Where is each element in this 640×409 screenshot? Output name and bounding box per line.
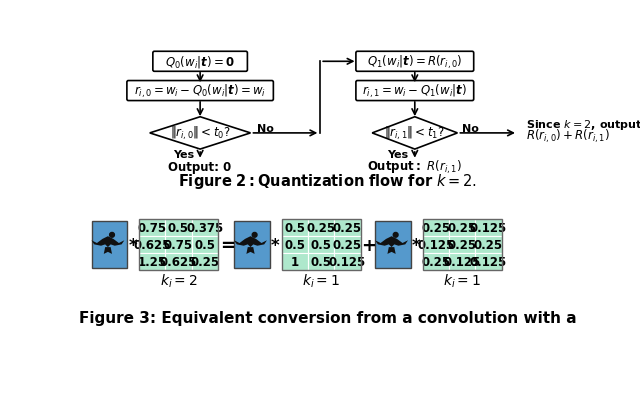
FancyBboxPatch shape [282, 220, 308, 236]
FancyBboxPatch shape [234, 222, 270, 268]
Text: $\|\boldsymbol{r_{i,0}}\| < t_0?$: $\|\boldsymbol{r_{i,0}}\| < t_0?$ [170, 125, 230, 142]
FancyBboxPatch shape [139, 254, 165, 270]
Text: $\boldsymbol{r_{i,0}} = \boldsymbol{w_i} - Q_0(\boldsymbol{w_i}|\boldsymbol{t}) : $\boldsymbol{r_{i,0}} = \boldsymbol{w_i}… [134, 83, 266, 100]
FancyBboxPatch shape [308, 254, 334, 270]
Text: $R(\boldsymbol{r_{i,0}}) + R(\boldsymbol{r_{i,1}})$: $R(\boldsymbol{r_{i,0}}) + R(\boldsymbol… [525, 127, 609, 144]
FancyBboxPatch shape [127, 81, 273, 101]
FancyBboxPatch shape [308, 220, 334, 236]
Text: $\mathbf{Figure\ 2: Quantization\ flow\ for\ }k = 2.$: $\mathbf{Figure\ 2: Quantization\ flow\ … [179, 172, 477, 191]
Text: 0.25: 0.25 [190, 255, 220, 268]
Text: 0.125: 0.125 [417, 238, 454, 252]
Text: 0.625: 0.625 [133, 238, 171, 252]
FancyBboxPatch shape [191, 254, 218, 270]
FancyBboxPatch shape [422, 220, 449, 236]
FancyBboxPatch shape [476, 254, 502, 270]
FancyBboxPatch shape [165, 254, 191, 270]
Text: $k_i = 2$: $k_i = 2$ [159, 272, 197, 290]
FancyBboxPatch shape [334, 254, 360, 270]
Polygon shape [387, 247, 396, 254]
Text: *: * [271, 236, 280, 254]
Text: *: * [412, 236, 420, 254]
Circle shape [393, 233, 398, 238]
FancyBboxPatch shape [153, 52, 248, 72]
Text: Since $k = 2$, output:: Since $k = 2$, output: [525, 117, 640, 131]
FancyBboxPatch shape [375, 222, 411, 268]
Bar [422, 220, 502, 270]
Circle shape [252, 233, 257, 238]
Text: 0.25: 0.25 [447, 222, 477, 234]
Text: 0.25: 0.25 [333, 238, 362, 252]
Text: Yes: Yes [173, 149, 194, 159]
FancyBboxPatch shape [165, 236, 191, 254]
FancyBboxPatch shape [356, 52, 474, 72]
Polygon shape [234, 237, 267, 247]
Text: 0.75: 0.75 [164, 238, 193, 252]
Text: $\|\boldsymbol{r_{i,1}}\| < t_1?$: $\|\boldsymbol{r_{i,1}}\| < t_1?$ [385, 125, 445, 142]
FancyBboxPatch shape [422, 236, 449, 254]
Bar [139, 220, 218, 270]
Circle shape [109, 233, 115, 238]
FancyBboxPatch shape [308, 236, 334, 254]
Text: 0.5: 0.5 [310, 238, 332, 252]
FancyBboxPatch shape [476, 220, 502, 236]
FancyBboxPatch shape [165, 220, 191, 236]
FancyBboxPatch shape [449, 254, 476, 270]
Bar [282, 220, 360, 270]
FancyBboxPatch shape [449, 220, 476, 236]
Text: 0.5: 0.5 [284, 222, 305, 234]
FancyBboxPatch shape [334, 220, 360, 236]
Polygon shape [150, 117, 250, 150]
FancyBboxPatch shape [334, 236, 360, 254]
Text: 0.125: 0.125 [444, 255, 481, 268]
Text: 0.25: 0.25 [421, 255, 451, 268]
Text: 0.625: 0.625 [160, 255, 197, 268]
FancyBboxPatch shape [282, 254, 308, 270]
Polygon shape [372, 117, 458, 150]
Text: 0.125: 0.125 [329, 255, 366, 268]
Text: 1.25: 1.25 [138, 255, 166, 268]
FancyBboxPatch shape [139, 220, 165, 236]
Polygon shape [104, 247, 112, 254]
FancyBboxPatch shape [282, 236, 308, 254]
Text: $\mathrm{\mathbf{Output:}}\ R(\boldsymbol{r_{i,1}})$: $\mathrm{\mathbf{Output:}}\ R(\boldsymbo… [367, 158, 462, 175]
FancyBboxPatch shape [92, 222, 127, 268]
Text: Figure 3: Equivalent conversion from a convolution with a: Figure 3: Equivalent conversion from a c… [79, 310, 577, 326]
Text: 0.125: 0.125 [470, 255, 507, 268]
Text: $Q_1(\boldsymbol{w_i}|\boldsymbol{t}) = R(\boldsymbol{r_{i,0}})$: $Q_1(\boldsymbol{w_i}|\boldsymbol{t}) = … [367, 54, 463, 71]
Text: 0.25: 0.25 [421, 222, 451, 234]
Text: 0.5: 0.5 [168, 222, 189, 234]
Polygon shape [246, 247, 255, 254]
FancyBboxPatch shape [476, 236, 502, 254]
Text: 0.5: 0.5 [310, 255, 332, 268]
Text: +: + [361, 236, 376, 254]
Text: =: = [220, 236, 235, 254]
Polygon shape [375, 237, 408, 247]
Text: 0.75: 0.75 [138, 222, 166, 234]
FancyBboxPatch shape [191, 220, 218, 236]
Text: 0.125: 0.125 [470, 222, 507, 234]
Text: 0.5: 0.5 [284, 238, 305, 252]
Text: *: * [129, 236, 137, 254]
Polygon shape [92, 237, 124, 247]
Text: 0.25: 0.25 [333, 222, 362, 234]
Text: $k_i = 1$: $k_i = 1$ [443, 272, 481, 290]
Text: Yes: Yes [387, 149, 408, 159]
Text: $\boldsymbol{r_{i,1}} = \boldsymbol{w_i} - Q_1(\boldsymbol{w_i}|\boldsymbol{t})$: $\boldsymbol{r_{i,1}} = \boldsymbol{w_i}… [362, 83, 467, 100]
Text: 0.25: 0.25 [447, 238, 477, 252]
Text: 1: 1 [291, 255, 299, 268]
FancyBboxPatch shape [191, 236, 218, 254]
Text: No: No [462, 123, 479, 133]
FancyBboxPatch shape [422, 254, 449, 270]
Text: $k_i = 1$: $k_i = 1$ [302, 272, 340, 290]
Text: 0.25: 0.25 [474, 238, 503, 252]
FancyBboxPatch shape [139, 236, 165, 254]
Text: No: No [257, 123, 273, 133]
Text: $Q_0(\boldsymbol{w_i}|\boldsymbol{t}) = \mathbf{0}$: $Q_0(\boldsymbol{w_i}|\boldsymbol{t}) = … [165, 54, 235, 70]
Text: Output: 0: Output: 0 [168, 160, 232, 173]
FancyBboxPatch shape [449, 236, 476, 254]
Text: 0.375: 0.375 [186, 222, 223, 234]
Text: 0.25: 0.25 [307, 222, 335, 234]
FancyBboxPatch shape [356, 81, 474, 101]
Text: 0.5: 0.5 [195, 238, 215, 252]
